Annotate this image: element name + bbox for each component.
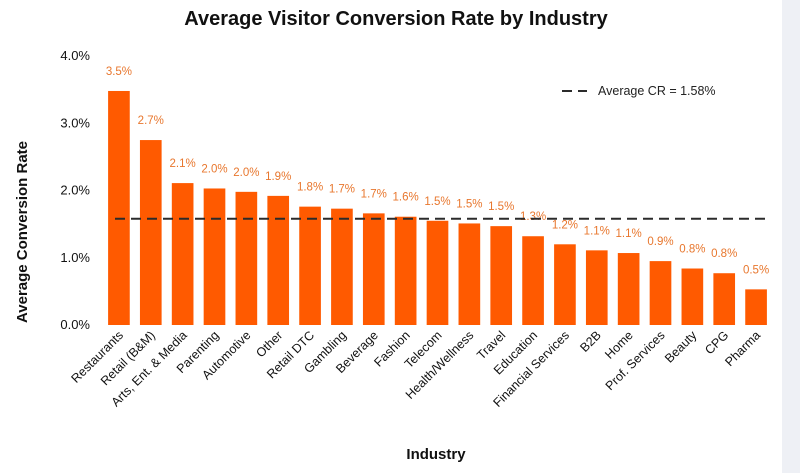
data-label: 1.5% xyxy=(456,198,482,210)
y-axis-ticks: 0.0% 1.0% 2.0% 3.0% 4.0% xyxy=(60,48,90,332)
data-label: 2.0% xyxy=(233,167,259,179)
bar xyxy=(394,216,417,325)
bar xyxy=(649,261,672,325)
data-label: 1.9% xyxy=(265,171,291,183)
legend-label: Average CR = 1.58% xyxy=(598,84,716,98)
data-labels: 3.5% 2.7% 2.1% 2.0% 2.0% 1.9% 1.8% 1.7% 1.7% 1.6%… xyxy=(106,66,769,276)
data-label: 1.7% xyxy=(329,184,355,196)
bar xyxy=(267,195,290,325)
bar xyxy=(139,140,162,325)
bar xyxy=(458,223,481,325)
data-label: 2.1% xyxy=(170,158,196,170)
data-label: 3.5% xyxy=(106,66,132,78)
bar xyxy=(331,208,353,325)
y-tick-label: 4.0% xyxy=(60,48,90,63)
y-tick-label: 3.0% xyxy=(60,115,90,130)
chart-title: Average Visitor Conversion Rate by Indus… xyxy=(184,8,608,30)
bar xyxy=(522,236,544,325)
x-category-label: Pharma xyxy=(722,328,763,369)
legend: Average CR = 1.58% xyxy=(562,84,716,98)
bar xyxy=(362,213,385,325)
data-label: 1.1% xyxy=(616,228,642,240)
x-category-label: CPG xyxy=(702,328,731,357)
data-label: 1.5% xyxy=(424,196,450,208)
data-label: 2.7% xyxy=(138,115,164,127)
bar xyxy=(713,273,736,325)
bar xyxy=(617,253,640,325)
bar xyxy=(299,206,321,325)
data-label: 1.1% xyxy=(584,225,610,237)
y-tick-label: 0.0% xyxy=(60,317,90,332)
x-category-label: B2B xyxy=(577,328,604,355)
bar-series xyxy=(108,90,767,325)
bar-chart: Average Visitor Conversion Rate by Indus… xyxy=(14,8,769,463)
y-tick-label: 1.0% xyxy=(60,250,90,265)
chart-panel xyxy=(0,0,782,473)
data-label: 1.6% xyxy=(393,192,419,204)
data-label: 0.8% xyxy=(711,248,737,260)
data-label: 1.5% xyxy=(488,201,514,213)
x-axis-title: Industry xyxy=(406,446,466,463)
data-label: 1.2% xyxy=(552,219,578,231)
bar xyxy=(490,226,513,325)
data-label: 1.7% xyxy=(361,188,387,200)
data-label: 0.8% xyxy=(679,244,705,256)
y-tick-label: 2.0% xyxy=(60,183,90,198)
bar xyxy=(681,268,704,325)
bar xyxy=(108,90,130,325)
data-label: 1.8% xyxy=(297,182,323,194)
data-label: 1.3% xyxy=(520,211,546,223)
x-category-label: Beauty xyxy=(662,328,700,366)
y-axis-title: Average Conversion Rate xyxy=(14,141,31,323)
bar xyxy=(745,289,767,325)
bar xyxy=(585,250,608,325)
bar xyxy=(171,183,194,325)
data-label: 0.9% xyxy=(647,236,673,248)
bar xyxy=(554,244,576,325)
bar xyxy=(426,220,449,325)
bar xyxy=(235,191,258,325)
data-label: 0.5% xyxy=(743,264,769,276)
right-edge-strip xyxy=(782,0,800,473)
data-label: 2.0% xyxy=(201,163,227,175)
bar xyxy=(203,188,226,325)
